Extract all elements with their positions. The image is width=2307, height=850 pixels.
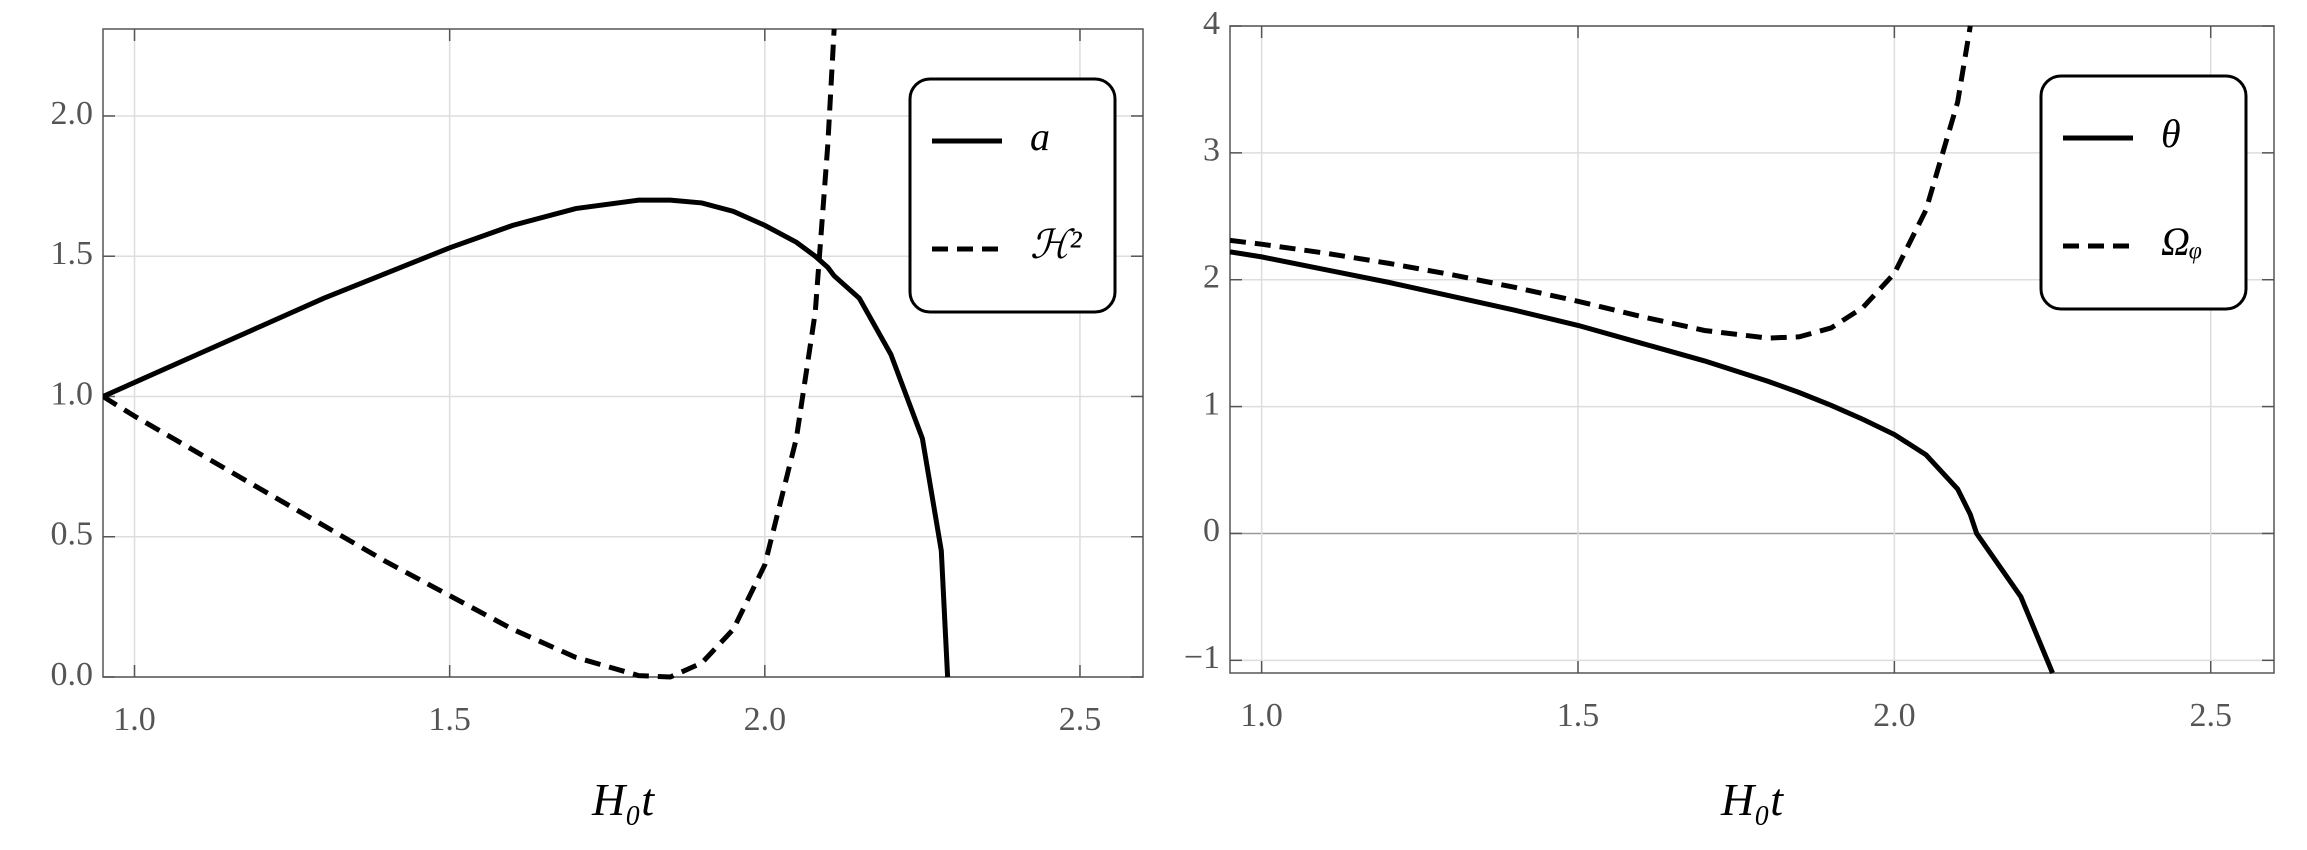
legend-box (2039, 74, 2248, 311)
y-tick-label: −1 (1184, 639, 1220, 676)
x-tick-label: 2.5 (2189, 697, 2232, 734)
x-tick-label: 1.0 (1240, 697, 1283, 734)
legend-label: a (1030, 114, 1050, 159)
series-line (103, 197, 951, 678)
legend-label: ℋ² (1030, 222, 1083, 267)
y-tick-label: 0 (1203, 512, 1220, 549)
x-tick-label: 1.0 (113, 701, 156, 738)
plot-frame (102, 28, 1144, 678)
y-tick-label: 1 (1203, 385, 1220, 422)
x-axis-label: H₀t (1720, 774, 1784, 825)
x-tick-label: 1.5 (1557, 697, 1600, 734)
y-tick-label: 1.0 (51, 375, 94, 412)
y-tick-label: 0.5 (51, 516, 94, 553)
x-tick-label: 2.0 (744, 701, 787, 738)
y-tick-label: 0.0 (51, 656, 94, 693)
y-tick-label: 2 (1203, 259, 1220, 296)
plot-frame (1229, 25, 2275, 674)
x-tick-label: 2.5 (1059, 701, 1102, 738)
x-tick-label: 1.5 (428, 701, 471, 738)
x-axis-label: H₀t (591, 774, 655, 825)
legend-label: θ (2161, 111, 2181, 156)
series-line (103, 28, 837, 680)
series-line (1230, 249, 2055, 674)
series-line (1230, 25, 1973, 341)
y-tick-label: 2.0 (51, 95, 94, 132)
legend-box (908, 77, 1117, 314)
y-tick-label: 4 (1203, 5, 1220, 42)
legend-label: Ωᵩ (2161, 219, 2202, 264)
y-tick-label: 1.5 (51, 235, 94, 272)
y-tick-label: 3 (1203, 132, 1220, 169)
x-tick-label: 2.0 (1873, 697, 1916, 734)
